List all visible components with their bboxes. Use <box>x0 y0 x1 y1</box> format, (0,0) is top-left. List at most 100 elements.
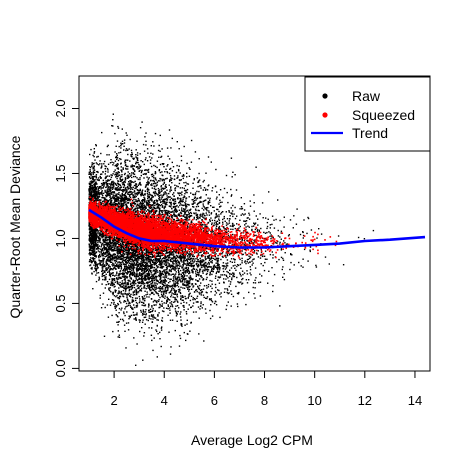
raw-point <box>194 283 197 285</box>
raw-point <box>152 314 155 316</box>
raw-point <box>149 293 151 296</box>
raw-point <box>150 259 152 261</box>
raw-point <box>150 286 152 289</box>
raw-point <box>116 158 118 160</box>
raw-point <box>261 253 263 256</box>
raw-point <box>120 264 122 267</box>
raw-point <box>144 305 146 307</box>
raw-point <box>192 265 194 267</box>
raw-point <box>95 241 97 243</box>
raw-point <box>170 204 172 206</box>
raw-point <box>104 265 106 268</box>
raw-point <box>130 191 132 193</box>
raw-point <box>109 275 112 278</box>
raw-point <box>190 295 193 297</box>
raw-point <box>135 156 137 158</box>
raw-point <box>283 216 285 218</box>
raw-point <box>182 215 185 217</box>
raw-point <box>211 267 213 269</box>
raw-point <box>220 296 222 298</box>
raw-point <box>249 242 251 245</box>
raw-point <box>226 270 228 273</box>
raw-point <box>122 270 125 272</box>
raw-point <box>170 290 172 292</box>
raw-point <box>120 162 122 164</box>
raw-point <box>132 186 134 188</box>
raw-point <box>230 207 232 209</box>
raw-point <box>130 187 132 189</box>
raw-point <box>177 310 179 313</box>
raw-point <box>100 264 102 266</box>
raw-point <box>123 312 125 315</box>
raw-point <box>372 229 375 232</box>
raw-point <box>183 208 185 210</box>
raw-point <box>147 281 149 283</box>
raw-point <box>152 180 154 182</box>
raw-point <box>290 253 292 255</box>
raw-point <box>183 209 185 211</box>
raw-point <box>216 266 218 269</box>
raw-point <box>281 268 283 271</box>
raw-point <box>109 274 111 276</box>
raw-point <box>125 165 128 167</box>
raw-point <box>119 258 121 260</box>
raw-point <box>131 262 133 264</box>
raw-point <box>186 275 188 277</box>
raw-point <box>221 255 224 258</box>
raw-point <box>118 171 120 174</box>
raw-point <box>200 305 202 307</box>
raw-point <box>266 258 268 260</box>
raw-point <box>296 208 298 210</box>
raw-point <box>156 261 159 263</box>
raw-point <box>124 314 126 317</box>
raw-point <box>160 254 162 257</box>
raw-point <box>228 222 231 224</box>
raw-point <box>148 303 150 305</box>
raw-point <box>147 200 149 202</box>
raw-point <box>106 180 109 182</box>
raw-point <box>135 282 137 285</box>
raw-point <box>152 153 154 155</box>
raw-point <box>133 181 135 184</box>
raw-point <box>144 282 146 285</box>
raw-point <box>171 252 174 254</box>
raw-point <box>184 279 186 281</box>
raw-point <box>185 181 187 184</box>
raw-point <box>118 239 120 241</box>
raw-point <box>117 200 119 202</box>
raw-point <box>307 216 309 219</box>
raw-point <box>150 289 152 291</box>
raw-point <box>143 254 145 256</box>
raw-point <box>142 210 144 212</box>
raw-point <box>254 282 257 284</box>
raw-point <box>157 190 160 192</box>
raw-point <box>243 214 245 216</box>
raw-point <box>185 253 187 255</box>
raw-point <box>158 156 160 158</box>
raw-point <box>156 275 158 278</box>
raw-point <box>173 268 175 271</box>
raw-point <box>172 260 175 262</box>
raw-point <box>125 196 127 198</box>
raw-point <box>102 242 104 245</box>
raw-point <box>150 197 153 200</box>
raw-point <box>142 359 144 361</box>
raw-point <box>88 190 90 193</box>
raw-point <box>140 160 142 162</box>
raw-point <box>186 205 188 208</box>
raw-point <box>146 260 148 262</box>
raw-point <box>156 280 159 282</box>
raw-point <box>217 254 219 257</box>
raw-point <box>148 296 150 298</box>
raw-point <box>112 173 114 175</box>
raw-point <box>203 209 205 211</box>
raw-point <box>117 180 119 182</box>
raw-point <box>112 195 114 197</box>
raw-point <box>109 304 112 306</box>
raw-point <box>147 193 149 196</box>
raw-point <box>200 266 203 268</box>
raw-point <box>229 252 231 255</box>
raw-point <box>133 290 136 292</box>
raw-point <box>137 178 139 181</box>
raw-point <box>104 287 106 289</box>
